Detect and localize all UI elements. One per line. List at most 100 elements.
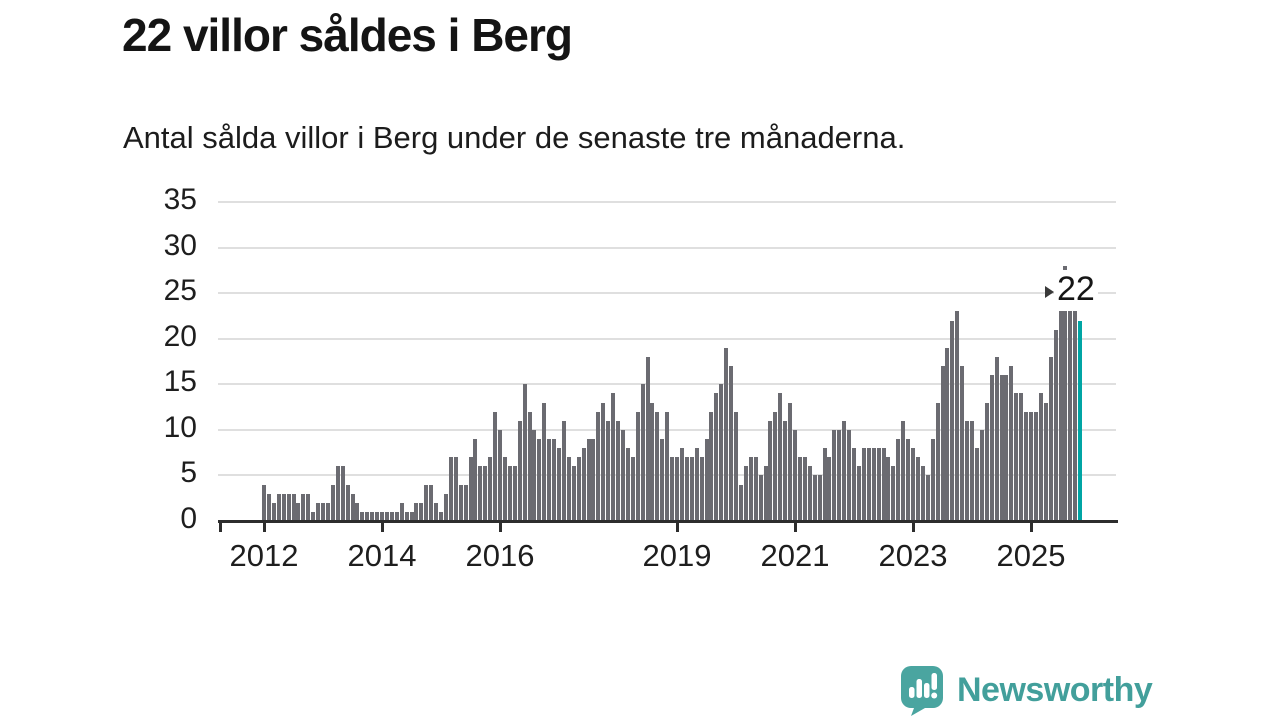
bar <box>453 457 458 521</box>
bar <box>684 457 689 521</box>
bar <box>399 502 404 521</box>
bar <box>616 420 620 521</box>
bar <box>920 466 925 521</box>
bar <box>660 438 665 521</box>
bar <box>325 502 330 521</box>
bar <box>1048 356 1053 521</box>
bar <box>502 457 507 521</box>
bar <box>330 484 335 521</box>
bar <box>625 448 630 521</box>
newsworthy-logo-text: Newsworthy <box>957 670 1153 709</box>
bar <box>748 457 753 521</box>
bar <box>345 484 350 521</box>
highlighted-bar <box>1078 320 1083 521</box>
bar <box>424 484 429 521</box>
bar <box>276 493 281 521</box>
bar <box>979 429 984 521</box>
x-axis-tick <box>1029 523 1033 532</box>
y-tick-label: 25 <box>163 274 197 308</box>
chart-title: 22 villor såldes i Berg <box>122 9 573 61</box>
bar <box>542 402 547 521</box>
gridline <box>218 246 1116 249</box>
bar <box>301 493 306 521</box>
bar <box>507 466 512 521</box>
gridline <box>218 201 1116 203</box>
bar <box>394 511 399 521</box>
bar <box>783 420 788 521</box>
bar <box>974 448 979 521</box>
bar <box>306 493 311 521</box>
bar <box>365 511 370 521</box>
bar <box>768 420 773 521</box>
bar <box>483 466 488 521</box>
bar <box>566 457 571 521</box>
bar <box>321 502 325 521</box>
bar <box>915 457 920 521</box>
bar <box>817 475 822 521</box>
bar <box>940 366 945 521</box>
bar <box>429 484 434 521</box>
bar <box>724 347 729 521</box>
bar <box>1014 393 1019 521</box>
x-tick-label: 2012 <box>229 538 299 573</box>
bar <box>286 493 291 521</box>
bar <box>1053 329 1058 521</box>
bar <box>458 484 463 521</box>
bar <box>532 429 537 521</box>
bar <box>493 411 498 521</box>
bar <box>1033 411 1038 521</box>
bar <box>370 511 375 521</box>
bar <box>704 438 709 521</box>
bar <box>576 457 581 521</box>
x-axis-tick <box>498 523 502 532</box>
bar <box>778 393 783 521</box>
bar <box>689 457 694 521</box>
bar <box>1009 366 1014 521</box>
bar <box>404 511 409 521</box>
bar <box>906 438 911 521</box>
bar <box>1058 311 1063 521</box>
bar <box>380 511 384 521</box>
bar <box>414 502 419 521</box>
bar <box>1038 393 1043 521</box>
bar <box>281 493 286 521</box>
bar <box>965 420 970 521</box>
bar <box>876 448 881 521</box>
y-tick-label: 20 <box>163 319 197 353</box>
bar <box>984 402 989 521</box>
bar <box>891 466 896 521</box>
gridline <box>218 337 1116 340</box>
bar <box>596 411 601 521</box>
bar <box>837 429 842 521</box>
bar <box>591 438 596 521</box>
bar <box>925 475 930 521</box>
bar <box>665 411 670 521</box>
y-tick-label: 0 <box>180 502 197 535</box>
bar <box>635 411 640 521</box>
annotation-text: 22 <box>1057 270 1095 308</box>
bar <box>807 466 812 521</box>
bar <box>788 402 793 521</box>
bar <box>262 484 266 521</box>
bar <box>316 502 321 521</box>
bar <box>827 457 832 521</box>
bar <box>335 466 340 521</box>
y-tick-label: 35 <box>163 183 197 216</box>
bar <box>498 429 502 521</box>
bar <box>620 429 625 521</box>
bar <box>547 438 552 521</box>
bar <box>955 311 960 521</box>
bar <box>729 366 734 521</box>
bar <box>311 511 316 521</box>
newsworthy-logo: Newsworthy <box>899 664 1153 716</box>
bar <box>670 457 675 521</box>
bar <box>473 438 478 521</box>
bar <box>350 493 355 521</box>
bar <box>822 448 827 521</box>
bar <box>797 457 802 521</box>
bar <box>999 375 1004 521</box>
bar <box>734 411 738 521</box>
bar <box>861 448 866 521</box>
x-tick-label: 2023 <box>878 538 948 573</box>
bar <box>581 448 586 521</box>
